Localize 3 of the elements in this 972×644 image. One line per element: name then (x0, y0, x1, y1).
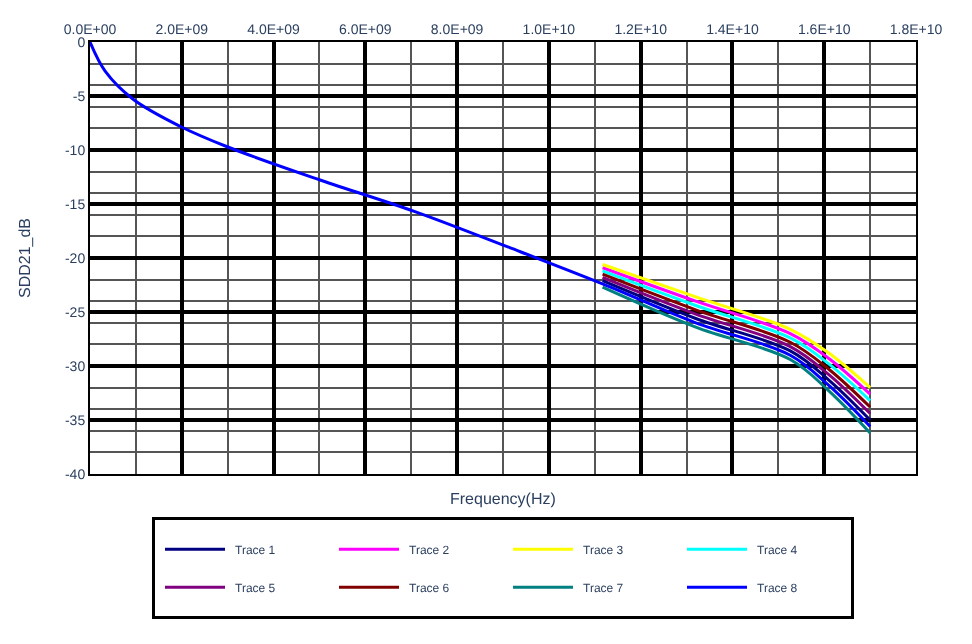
x-axis-title: Frequency(Hz) (450, 490, 557, 508)
y-axis-title: SDD21_dB (16, 217, 35, 299)
line-series (90, 42, 872, 428)
